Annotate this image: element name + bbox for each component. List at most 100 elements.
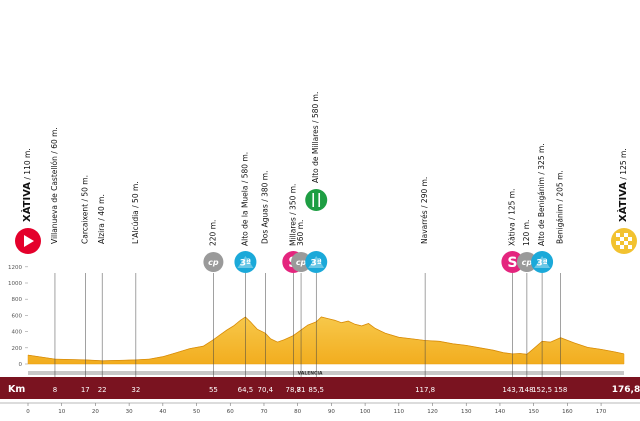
km-marker-label: 78,7 (286, 386, 302, 394)
place-name: Alzira (97, 223, 106, 244)
place-name: Villanueva de Castellón (50, 156, 59, 244)
x-tick-label: 140 (495, 409, 506, 415)
place-name: Alto de Millares (311, 125, 320, 183)
place-altitude: / 580 m. (240, 152, 249, 186)
x-tick-label: 60 (227, 409, 234, 415)
mountain-icon (534, 256, 551, 268)
sprint-icon (501, 251, 524, 273)
checker-square (616, 233, 620, 237)
place-label: 120 m. (522, 220, 531, 246)
place-altitude: / 380 m. (260, 171, 269, 205)
place-name: XÀTIVA (616, 182, 629, 222)
y-tick-label: 0 (19, 362, 23, 368)
place-name: Millares (288, 217, 297, 246)
place-label: Carcaixent / 50 m. (80, 175, 89, 244)
y-tick-label: 1000 (8, 281, 22, 287)
climb-category-icon (305, 251, 328, 273)
km-marker-label: 143,7 (502, 386, 522, 394)
place-name: Carcaixent (80, 204, 89, 244)
sprint-icon-label: S (507, 255, 517, 271)
km-marker-label: 22 (98, 386, 107, 394)
x-tick-label: 110 (394, 409, 405, 415)
x-tick-label: 0 (26, 409, 30, 415)
place-label: Navarrés / 290 m. (420, 177, 429, 244)
place-altitude: / 125 m. (507, 189, 516, 223)
cutlery-icon (312, 193, 321, 207)
technical-zone-icon (291, 252, 312, 272)
place-altitude: / 110 m. (23, 148, 32, 182)
x-tick-label: 50 (193, 409, 200, 415)
place-label: Alto de la Muela / 580 m. (240, 152, 249, 246)
km-marker-label: 8 (53, 386, 57, 394)
km-marker-label: 17 (81, 386, 90, 394)
km-marker-label: 152,5 (532, 386, 552, 394)
place-altitude: / 580 m. (311, 92, 320, 126)
climb-category-label: 3ª (240, 259, 251, 269)
place-name: L'Alcúdia (131, 210, 140, 244)
checker-square (620, 237, 624, 241)
place-label: 220 m. (208, 220, 217, 246)
km-marker-label: 55 (209, 386, 218, 394)
place-altitude: / 60 m. (50, 127, 59, 156)
technical-zone-label: cp (522, 258, 533, 267)
place-name: Dos Aguas (260, 204, 269, 244)
x-tick-label: 90 (328, 409, 335, 415)
feed-zone-icon (305, 189, 328, 211)
place-label: Xàtiva / 125 m. (507, 189, 516, 246)
place-altitude: 360 m. (296, 220, 305, 246)
km-marker-label: 148 (520, 386, 533, 394)
x-tick-label: 80 (294, 409, 301, 415)
technical-zone-label: cp (296, 258, 307, 267)
place-altitude: 120 m. (522, 220, 531, 246)
x-tick-label: 130 (461, 409, 472, 415)
climb-category-icon (234, 251, 257, 273)
mountain-icon (308, 256, 325, 268)
place-label: XÀTIVA / 110 m. (20, 148, 33, 222)
place-altitude: / 290 m. (420, 177, 429, 211)
place-altitude: 220 m. (208, 220, 217, 246)
place-label: XÀTIVA / 125 m. (616, 148, 629, 222)
x-tick-label: 170 (596, 409, 607, 415)
checker-square (628, 237, 632, 241)
place-label: Benigánim / 205 m. (556, 170, 565, 244)
x-tick-label: 120 (427, 409, 438, 415)
place-label: Alto de Benigánim / 325 m. (537, 143, 546, 246)
y-tick-label: 400 (12, 330, 23, 336)
place-altitude: / 50 m. (80, 175, 89, 204)
y-tick-label: 1200 (8, 265, 22, 271)
km-marker-label: 85,5 (308, 386, 324, 394)
place-label: L'Alcúdia / 50 m. (131, 181, 140, 244)
elevation-line (27, 316, 625, 362)
elevation-area (27, 316, 625, 365)
x-tick-label: 40 (159, 409, 166, 415)
climb-category-label: 3ª (311, 259, 322, 269)
km-marker-label: 64,5 (238, 386, 254, 394)
place-altitude: / 205 m. (556, 170, 565, 204)
km-marker-label: 158 (554, 386, 567, 394)
x-tick-label: 70 (260, 409, 267, 415)
place-altitude: / 325 m. (537, 143, 546, 177)
checker-square (624, 241, 628, 245)
checker-square (628, 245, 632, 249)
y-tick-label: 600 (12, 313, 23, 319)
checker-square (624, 233, 628, 237)
place-altitude: / 40 m. (97, 194, 106, 223)
checker-square (616, 241, 620, 245)
x-tick-label: 160 (562, 409, 573, 415)
checkered-flag-icon (616, 233, 632, 249)
place-name: Benigánim (556, 204, 565, 244)
checker-square (620, 245, 624, 249)
km-marker-label: 81 (297, 386, 306, 394)
place-label: Dos Aguas / 380 m. (260, 171, 269, 245)
y-tick-label: 800 (12, 297, 23, 303)
place-label: Millares / 350 m. (288, 184, 297, 246)
climb-category-label: 3ª (536, 259, 547, 269)
region-label: VALENCIA (298, 371, 323, 377)
region-band (28, 371, 624, 375)
x-tick-label: 20 (92, 409, 99, 415)
place-label: Villanueva de Castellón / 60 m. (50, 127, 59, 244)
km-marker-label: 117,8 (415, 386, 435, 394)
start-arrow-icon (24, 235, 34, 247)
